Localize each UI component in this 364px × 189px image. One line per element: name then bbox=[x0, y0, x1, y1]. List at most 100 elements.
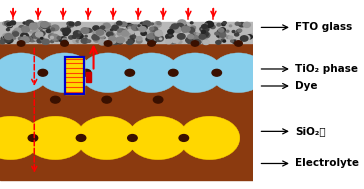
Circle shape bbox=[186, 38, 193, 43]
Circle shape bbox=[125, 69, 135, 76]
Circle shape bbox=[25, 116, 86, 160]
Circle shape bbox=[128, 116, 189, 160]
Circle shape bbox=[13, 37, 16, 39]
Circle shape bbox=[5, 37, 13, 43]
Circle shape bbox=[116, 21, 122, 25]
Circle shape bbox=[187, 36, 195, 42]
Circle shape bbox=[119, 37, 126, 41]
Circle shape bbox=[100, 36, 104, 39]
Circle shape bbox=[69, 22, 74, 26]
Circle shape bbox=[51, 96, 60, 103]
Circle shape bbox=[63, 28, 71, 34]
Circle shape bbox=[61, 37, 66, 41]
Circle shape bbox=[103, 37, 105, 38]
Circle shape bbox=[30, 23, 38, 29]
Text: Dye: Dye bbox=[295, 81, 318, 91]
Circle shape bbox=[24, 36, 25, 37]
Circle shape bbox=[118, 29, 124, 33]
Circle shape bbox=[185, 29, 190, 33]
Circle shape bbox=[215, 32, 218, 35]
Circle shape bbox=[7, 33, 13, 38]
Circle shape bbox=[84, 40, 87, 42]
Circle shape bbox=[143, 29, 150, 34]
Bar bbox=[64, 57, 84, 94]
Circle shape bbox=[219, 33, 226, 37]
Circle shape bbox=[171, 37, 179, 43]
Circle shape bbox=[203, 40, 209, 45]
Circle shape bbox=[171, 24, 178, 29]
Circle shape bbox=[169, 34, 171, 36]
Circle shape bbox=[216, 41, 221, 44]
Circle shape bbox=[93, 33, 98, 37]
Circle shape bbox=[217, 33, 222, 37]
Circle shape bbox=[126, 40, 133, 44]
Circle shape bbox=[25, 20, 34, 26]
Circle shape bbox=[37, 33, 41, 35]
Circle shape bbox=[120, 30, 127, 35]
Circle shape bbox=[48, 34, 55, 39]
Circle shape bbox=[210, 25, 215, 29]
Circle shape bbox=[249, 34, 254, 37]
Circle shape bbox=[7, 22, 12, 26]
Text: TiO₂ phase: TiO₂ phase bbox=[295, 64, 358, 74]
Circle shape bbox=[26, 22, 33, 27]
Circle shape bbox=[179, 135, 189, 141]
Circle shape bbox=[222, 23, 225, 26]
Circle shape bbox=[109, 39, 111, 40]
Circle shape bbox=[232, 31, 235, 33]
Circle shape bbox=[94, 38, 100, 42]
Circle shape bbox=[205, 25, 209, 28]
Text: Electrolyte: Electrolyte bbox=[295, 159, 359, 168]
Circle shape bbox=[110, 33, 115, 37]
Circle shape bbox=[154, 37, 159, 40]
Circle shape bbox=[169, 69, 178, 76]
Circle shape bbox=[76, 22, 80, 25]
Circle shape bbox=[73, 39, 80, 43]
Circle shape bbox=[34, 38, 37, 40]
Circle shape bbox=[237, 40, 242, 43]
Circle shape bbox=[151, 27, 158, 32]
Circle shape bbox=[5, 21, 11, 26]
Circle shape bbox=[37, 39, 43, 43]
Circle shape bbox=[82, 69, 91, 76]
Circle shape bbox=[61, 41, 68, 46]
Circle shape bbox=[32, 33, 41, 39]
Circle shape bbox=[125, 24, 127, 25]
Circle shape bbox=[167, 53, 223, 93]
Circle shape bbox=[178, 40, 182, 43]
Circle shape bbox=[136, 39, 142, 43]
Circle shape bbox=[7, 41, 11, 43]
Circle shape bbox=[126, 24, 132, 28]
Circle shape bbox=[223, 22, 226, 24]
Circle shape bbox=[177, 34, 185, 39]
Circle shape bbox=[89, 30, 92, 32]
Circle shape bbox=[235, 33, 239, 36]
Circle shape bbox=[232, 40, 237, 43]
Circle shape bbox=[235, 41, 242, 46]
Circle shape bbox=[111, 38, 119, 44]
Circle shape bbox=[143, 21, 151, 26]
Circle shape bbox=[51, 35, 52, 36]
Circle shape bbox=[191, 41, 199, 46]
Circle shape bbox=[231, 40, 233, 42]
Circle shape bbox=[203, 28, 209, 32]
Circle shape bbox=[200, 27, 206, 31]
Circle shape bbox=[7, 38, 9, 40]
Circle shape bbox=[97, 31, 105, 36]
Circle shape bbox=[190, 22, 193, 24]
Circle shape bbox=[41, 39, 44, 41]
Circle shape bbox=[238, 23, 241, 25]
Circle shape bbox=[189, 38, 193, 40]
Text: SiO₂､: SiO₂､ bbox=[295, 126, 326, 136]
Circle shape bbox=[78, 32, 81, 34]
Circle shape bbox=[237, 30, 241, 33]
Circle shape bbox=[42, 39, 50, 44]
Circle shape bbox=[147, 33, 155, 39]
Circle shape bbox=[38, 23, 40, 25]
Circle shape bbox=[19, 37, 22, 40]
Circle shape bbox=[142, 26, 147, 30]
Circle shape bbox=[48, 29, 54, 33]
Circle shape bbox=[143, 32, 146, 33]
Circle shape bbox=[218, 31, 223, 35]
Circle shape bbox=[80, 53, 136, 93]
